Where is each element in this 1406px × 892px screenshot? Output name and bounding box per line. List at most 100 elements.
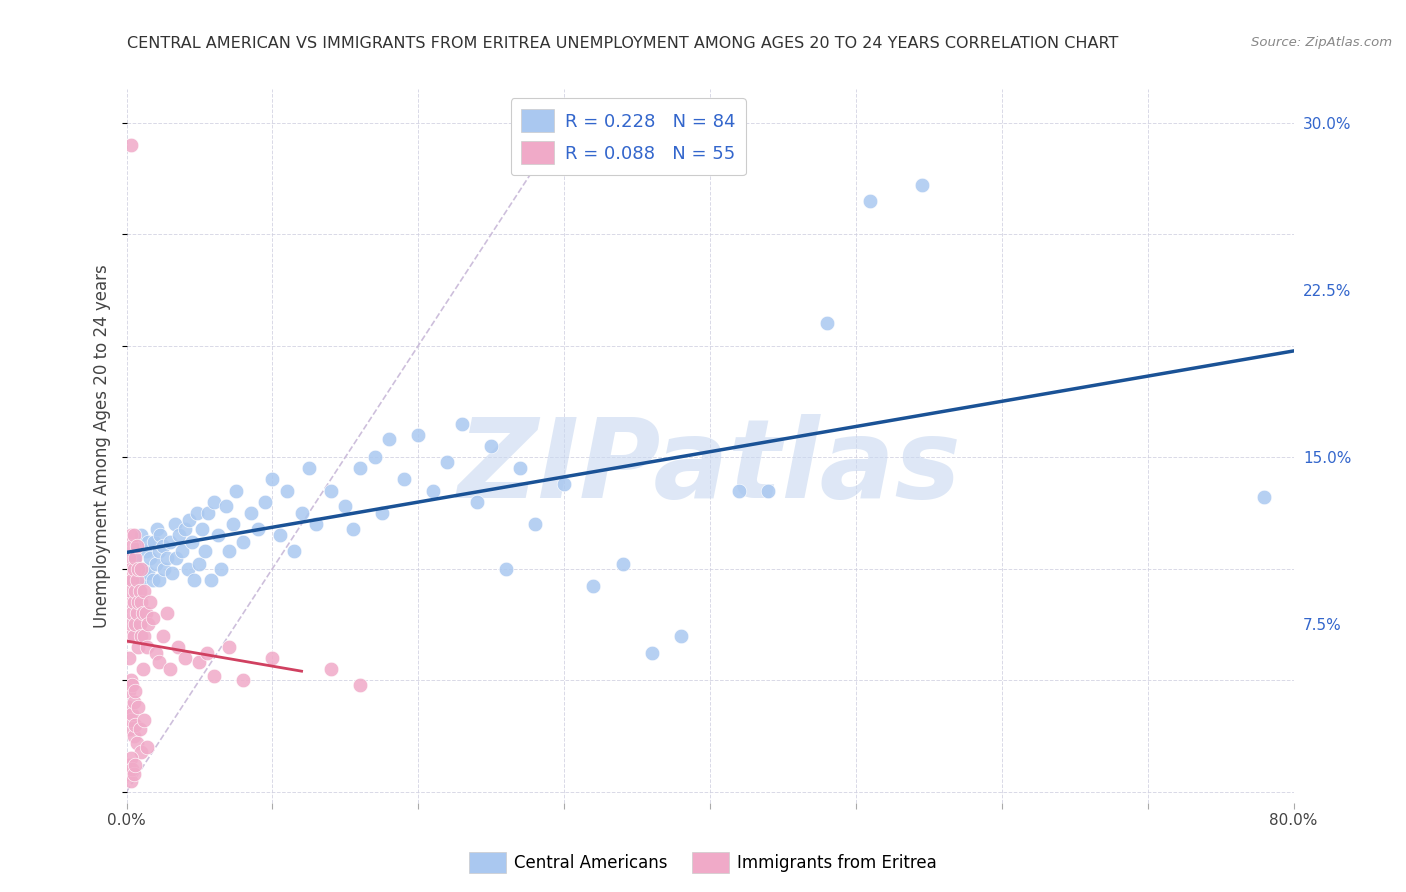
Point [495,562,517,576]
Point [209,562,232,576]
Point [142,610,165,624]
Point [132,562,155,576]
Point [153,562,176,576]
Point [127,595,149,609]
Text: CENTRAL AMERICAN VS IMMIGRANTS FROM ERITREA UNEMPLOYMENT AMONG AGES 20 TO 24 YEA: CENTRAL AMERICAN VS IMMIGRANTS FROM ERIT… [127,36,1118,51]
Point [207,528,229,542]
Point [132,714,155,728]
Point [118,758,141,772]
Legend: Central Americans, Immigrants from Eritrea: Central Americans, Immigrants from Eritr… [463,846,943,880]
Point [124,684,146,698]
Point [120,528,142,542]
Point [146,521,169,535]
Point [117,767,139,781]
Point [148,655,170,669]
Point [232,673,254,687]
Point [524,517,547,532]
Point [186,506,208,520]
Point [728,483,751,498]
Point [218,543,240,558]
Point [910,178,932,192]
Point [122,550,145,565]
Point [640,646,664,660]
Point [122,729,145,743]
Point [246,521,269,535]
Point [120,714,142,728]
Point [479,439,502,453]
Point [335,500,357,514]
Y-axis label: Unemployment Among Ages 20 to 24 years: Unemployment Among Ages 20 to 24 years [93,264,111,628]
Point [117,699,139,714]
Point [197,506,219,520]
Point [118,550,141,565]
Point [392,472,415,486]
Point [160,566,183,580]
Point [174,521,197,535]
Point [120,583,142,598]
Point [122,696,145,710]
Point [124,550,146,565]
Point [225,483,247,498]
Point [124,758,146,772]
Point [118,595,141,609]
Point [125,562,148,576]
Point [121,762,143,776]
Point [118,723,141,737]
Point [124,583,146,598]
Point [509,461,531,475]
Point [194,543,217,558]
Point [159,534,181,549]
Point [142,573,165,587]
Point [131,607,153,621]
Point [612,557,634,572]
Point [188,655,211,669]
Point [177,562,200,576]
Point [125,573,148,587]
Point [166,640,188,654]
Point [136,640,159,654]
Point [136,740,159,755]
Point [451,417,474,431]
Point [128,583,150,598]
Point [127,699,149,714]
Point [202,669,225,683]
Point [120,751,142,765]
Point [120,773,142,788]
Point [122,628,145,642]
Point [349,461,371,475]
Point [200,573,222,587]
Point [129,573,152,587]
Point [254,494,277,508]
Point [122,595,145,609]
Point [371,506,394,520]
Point [756,483,779,498]
Point [138,617,160,632]
Point [1253,490,1275,504]
Point [167,528,190,542]
Point [262,651,284,665]
Point [125,735,148,749]
Point [128,617,150,632]
Point [183,573,205,587]
Point [143,534,166,549]
Point [139,550,162,565]
Text: ZIPatlas: ZIPatlas [458,414,962,521]
Point [129,744,152,758]
Point [129,562,152,576]
Point [131,662,153,676]
Point [669,628,692,642]
Point [118,651,141,665]
Point [232,534,254,549]
Legend: R = 0.228   N = 84, R = 0.088   N = 55: R = 0.228 N = 84, R = 0.088 N = 55 [510,98,747,176]
Point [120,573,142,587]
Point [120,673,142,687]
Point [152,628,174,642]
Point [174,651,197,665]
Point [145,557,167,572]
Point [125,607,148,621]
Point [138,534,160,549]
Point [422,483,444,498]
Point [134,543,156,558]
Point [138,566,160,580]
Point [582,580,605,594]
